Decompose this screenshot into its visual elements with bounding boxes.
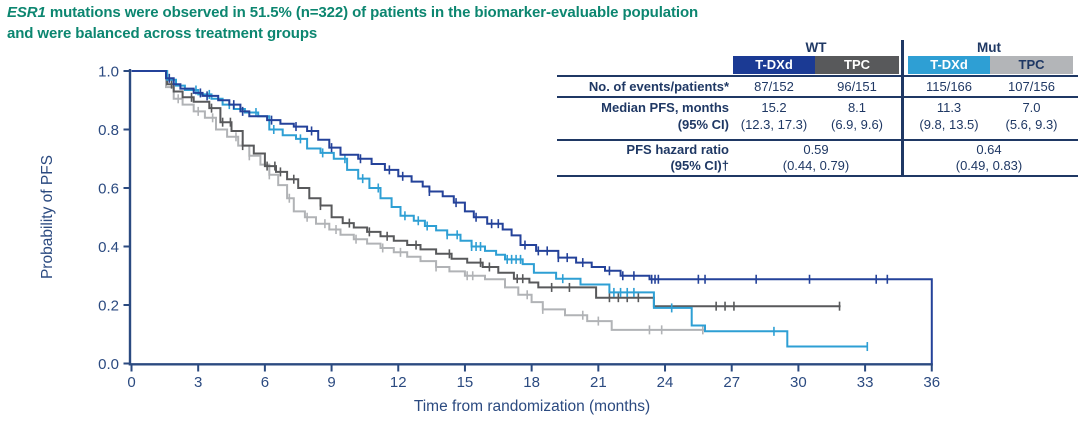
y-tick-label: 0.8 [98, 122, 119, 139]
table-rule [557, 175, 1078, 177]
km-curve-mut-tpc [131, 70, 705, 331]
x-tick-label: 21 [590, 374, 607, 391]
x-tick-label: 36 [923, 374, 940, 391]
wt-mut-divider [901, 40, 904, 177]
median-wt-tdxd: 15.2 [761, 100, 787, 115]
median-ci-mut-tpc: (5.6, 9.3) [1005, 117, 1058, 132]
table-rule [557, 96, 1078, 98]
col-header-mut-tdxd: T-DXd [908, 56, 990, 74]
hr-mut: 0.64 [976, 142, 1002, 157]
x-tick-label: 0 [127, 374, 135, 391]
events-wt-tdxd: 87/152 [754, 79, 794, 94]
y-tick-label: 0.4 [98, 239, 119, 256]
x-tick-label: 33 [857, 374, 874, 391]
censor-ticks-wt-tpc [170, 79, 841, 311]
censor-ticks-mut-tpc [177, 94, 704, 335]
axes: 0.00.20.40.60.81.00 3 6 9 12 15 18 21 24 27 30 33 36 [98, 63, 940, 391]
x-tick-label: 18 [523, 374, 540, 391]
events-mut-tpc: 107/156 [1008, 79, 1055, 94]
hr-ci-mut: (0.49, 0.83) [955, 158, 1023, 173]
events-wt-tpc: 96/151 [837, 79, 877, 94]
group-header-mut: Mut [977, 40, 1001, 55]
x-axis-title: Time from randomization (months) [414, 398, 650, 415]
slide-title: ESR1 mutations were observed in 51.5% (n… [7, 2, 767, 44]
median-mut-tdxd: 11.3 [936, 100, 962, 115]
y-tick-label: 0.2 [98, 297, 119, 314]
title-line1: ESR1 mutations were observed in 51.5% (n… [7, 2, 767, 23]
y-axis-title: Probability of PFS [39, 155, 56, 279]
col-header-wt-tpc: TPC [815, 56, 899, 74]
row-label-hr: PFS hazard ratio [626, 142, 729, 157]
table-rule [557, 75, 1078, 77]
median-ci-mut-tdxd: (9.8, 13.5) [919, 117, 979, 132]
title-line2: and were balanced across treatment group… [7, 25, 318, 42]
x-tick-label: 6 [261, 374, 269, 391]
row-label-events: No. of events/patients* [588, 79, 729, 94]
x-tick-label: 15 [457, 374, 474, 391]
median-mut-tpc: 7.0 [1022, 100, 1041, 115]
gene-name: ESR1 [7, 4, 46, 21]
y-tick-label: 0.0 [98, 356, 119, 373]
x-tick-label: 30 [790, 374, 807, 391]
y-tick-label: 0.6 [98, 180, 119, 197]
x-tick-label: 27 [723, 374, 740, 391]
table-rule [557, 139, 1078, 141]
row-label-median-ci: (95% CI) [677, 117, 729, 132]
y-tick-label: 1.0 [98, 63, 119, 80]
group-header-wt: WT [805, 40, 827, 55]
km-curves [131, 70, 933, 364]
hr-ci-wt: (0.44, 0.79) [782, 158, 850, 173]
censor-ticks-mut-t-dxd [195, 85, 869, 352]
censor-ticks-wt-t-dxd [168, 73, 889, 284]
km-curve-wt-t-dxd [131, 70, 933, 364]
events-mut-tdxd: 115/166 [925, 79, 973, 94]
x-tick-label: 3 [194, 374, 202, 391]
hr-wt: 0.59 [803, 142, 829, 157]
col-header-mut-tpc: TPC [990, 56, 1073, 74]
median-ci-wt-tdxd: (12.3, 17.3) [740, 117, 808, 132]
x-tick-label: 24 [657, 374, 674, 391]
x-tick-label: 12 [390, 374, 407, 391]
median-ci-wt-tpc: (6.9, 9.6) [830, 117, 884, 132]
title-line1-rest: mutations were observed in 51.5% (n=322)… [45, 4, 699, 21]
row-label-hr-ci: (95% CI)† [670, 158, 729, 173]
km-curve-wt-tpc [131, 70, 841, 308]
x-tick-label: 9 [327, 374, 335, 391]
median-wt-tpc: 8.1 [847, 100, 867, 115]
km-curve-mut-t-dxd [131, 70, 868, 348]
row-label-median: Median PFS, months [601, 100, 729, 115]
col-header-wt-tdxd: T-DXd [733, 56, 815, 74]
